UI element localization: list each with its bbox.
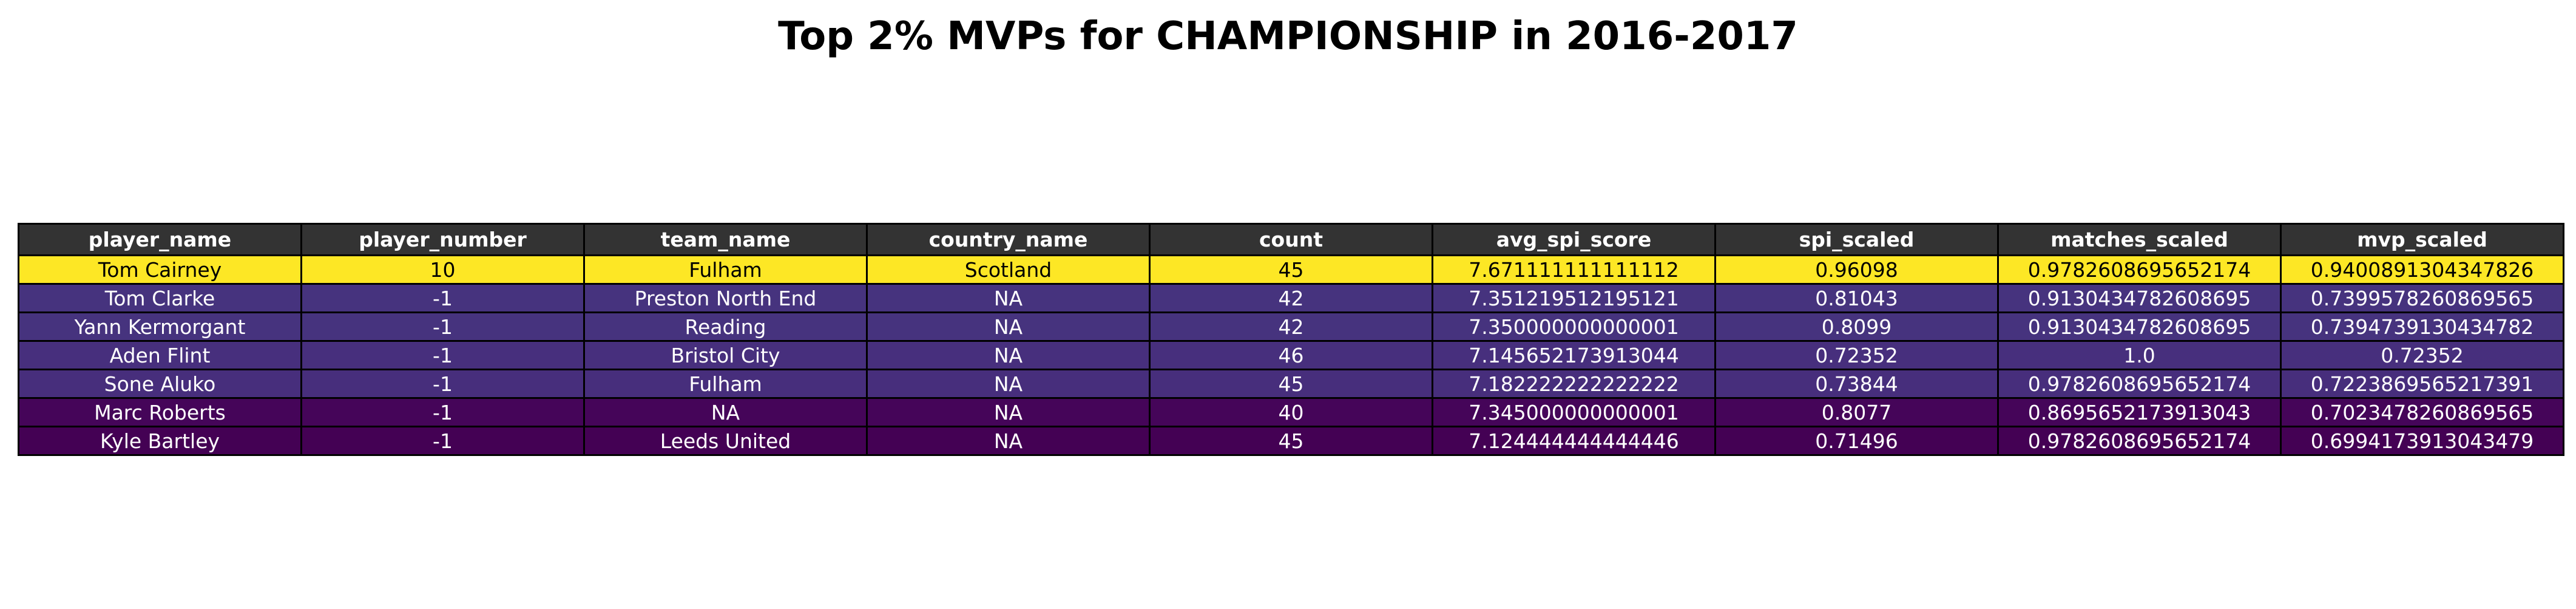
table-cell-matches-scaled: 0.9130434782608695 <box>1997 311 2282 342</box>
table-cell-spi-scaled: 0.8077 <box>1714 397 1999 427</box>
table-cell-player-name: Tom Clarke <box>18 283 302 313</box>
table-cell-avg-spi-score: 7.671111111111112 <box>1432 254 1716 285</box>
table-cell-spi-scaled: 0.81043 <box>1714 283 1999 313</box>
table-cell-country-name: NA <box>866 311 1151 342</box>
table-cell-player-number: 10 <box>300 254 585 285</box>
column-header-player-number: player_number <box>300 223 585 256</box>
table-cell-player-name: Yann Kermorgant <box>18 311 302 342</box>
table-cell-country-name: NA <box>866 397 1151 427</box>
table-cell-mvp-scaled: 0.7023478260869565 <box>2280 397 2564 427</box>
table-cell-avg-spi-score: 7.345000000000001 <box>1432 397 1716 427</box>
table-cell-mvp-scaled: 0.9400891304347826 <box>2280 254 2564 285</box>
column-header-mvp-scaled: mvp_scaled <box>2280 223 2564 256</box>
table-cell-avg-spi-score: 7.351219512195121 <box>1432 283 1716 313</box>
table-cell-spi-scaled: 0.72352 <box>1714 340 1999 370</box>
table-cell-matches-scaled: 0.9130434782608695 <box>1997 283 2282 313</box>
table-cell-team-name: Preston North End <box>583 283 868 313</box>
column-header-matches-scaled: matches_scaled <box>1997 223 2282 256</box>
table-cell-mvp-scaled: 0.72352 <box>2280 340 2564 370</box>
table-cell-matches-scaled: 0.9782608695652174 <box>1997 369 2282 399</box>
table-cell-player-number: -1 <box>300 340 585 370</box>
table-cell-count: 42 <box>1149 283 1433 313</box>
table-cell-country-name: NA <box>866 426 1151 456</box>
table-cell-mvp-scaled: 0.7223869565217391 <box>2280 369 2564 399</box>
table-cell-player-number: -1 <box>300 369 585 399</box>
table-row: Yann Kermorgant -1 Reading NA 42 7.3500000000… <box>18 311 2564 342</box>
table-cell-spi-scaled: 0.71496 <box>1714 426 1999 456</box>
table-cell-player-number: -1 <box>300 283 585 313</box>
table-row: Kyle Bartley -1 Leeds United NA 45 7.12444444… <box>18 426 2564 456</box>
table-cell-spi-scaled: 0.96098 <box>1714 254 1999 285</box>
table-cell-player-name: Sone Aluko <box>18 369 302 399</box>
table-body: Tom Cairney 10 Fulham Scotland 45 7.671111111… <box>18 254 2564 456</box>
column-header-count: count <box>1149 223 1433 256</box>
table-row: Aden Flint -1 Bristol City NA 46 7.1456521739… <box>18 340 2564 370</box>
table-header-row: player_name player_number team_name country… <box>18 223 2564 256</box>
table-cell-mvp-scaled: 0.7394739130434782 <box>2280 311 2564 342</box>
table-cell-country-name: NA <box>866 369 1151 399</box>
column-header-avg-spi-score: avg_spi_score <box>1432 223 1716 256</box>
table-cell-matches-scaled: 1.0 <box>1997 340 2282 370</box>
table-cell-count: 45 <box>1149 426 1433 456</box>
table-cell-team-name: NA <box>583 397 868 427</box>
table-cell-team-name: Fulham <box>583 369 868 399</box>
table-cell-country-name: NA <box>866 283 1151 313</box>
table-cell-count: 45 <box>1149 254 1433 285</box>
table-cell-player-name: Kyle Bartley <box>18 426 302 456</box>
table-cell-team-name: Reading <box>583 311 868 342</box>
chart-title: Top 2% MVPs for CHAMPIONSHIP in 2016-201… <box>778 14 1798 59</box>
table-cell-player-number: -1 <box>300 397 585 427</box>
table-cell-count: 45 <box>1149 369 1433 399</box>
table-cell-avg-spi-score: 7.350000000000001 <box>1432 311 1716 342</box>
table-cell-player-number: -1 <box>300 426 585 456</box>
table-cell-player-name: Marc Roberts <box>18 397 302 427</box>
table-cell-count: 40 <box>1149 397 1433 427</box>
table-cell-spi-scaled: 0.8099 <box>1714 311 1999 342</box>
mvp-table: player_name player_number team_name country… <box>18 223 2564 456</box>
table-row: Marc Roberts -1 NA NA 40 7.345000000000001 0.8… <box>18 397 2564 427</box>
table-cell-mvp-scaled: 0.6994173913043479 <box>2280 426 2564 456</box>
table-cell-country-name: Scotland <box>866 254 1151 285</box>
column-header-team-name: team_name <box>583 223 868 256</box>
table-row: Tom Cairney 10 Fulham Scotland 45 7.671111111… <box>18 254 2564 285</box>
table-cell-country-name: NA <box>866 340 1151 370</box>
table-cell-count: 46 <box>1149 340 1433 370</box>
table-cell-team-name: Bristol City <box>583 340 868 370</box>
table-cell-matches-scaled: 0.9782608695652174 <box>1997 254 2282 285</box>
table-cell-count: 42 <box>1149 311 1433 342</box>
table-cell-player-name: Tom Cairney <box>18 254 302 285</box>
table-cell-mvp-scaled: 0.7399578260869565 <box>2280 283 2564 313</box>
table-cell-player-name: Aden Flint <box>18 340 302 370</box>
table-cell-avg-spi-score: 7.124444444444446 <box>1432 426 1716 456</box>
column-header-spi-scaled: spi_scaled <box>1714 223 1999 256</box>
table-cell-avg-spi-score: 7.145652173913044 <box>1432 340 1716 370</box>
table-cell-matches-scaled: 0.9782608695652174 <box>1997 426 2282 456</box>
table-cell-avg-spi-score: 7.182222222222222 <box>1432 369 1716 399</box>
table-cell-matches-scaled: 0.8695652173913043 <box>1997 397 2282 427</box>
table-cell-player-number: -1 <box>300 311 585 342</box>
column-header-country-name: country_name <box>866 223 1151 256</box>
table-row: Tom Clarke -1 Preston North End NA 42 7.35121… <box>18 283 2564 313</box>
table-row: Sone Aluko -1 Fulham NA 45 7.182222222222222 0… <box>18 369 2564 399</box>
column-header-player-name: player_name <box>18 223 302 256</box>
table-cell-spi-scaled: 0.73844 <box>1714 369 1999 399</box>
table-cell-team-name: Leeds United <box>583 426 868 456</box>
table-cell-team-name: Fulham <box>583 254 868 285</box>
